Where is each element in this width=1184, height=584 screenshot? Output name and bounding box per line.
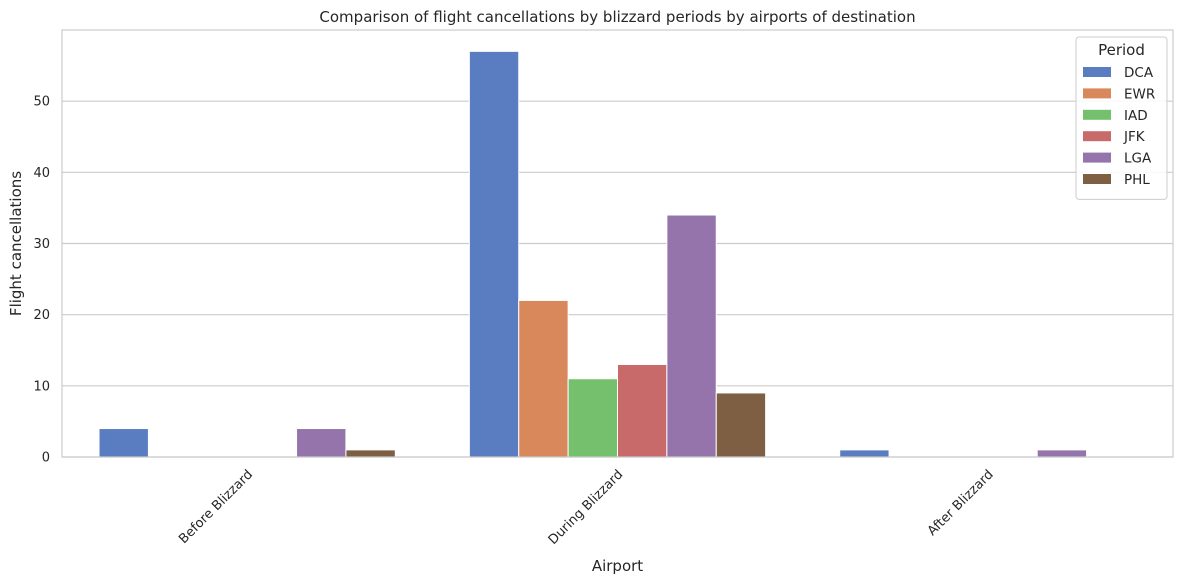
bars xyxy=(98,50,1088,458)
bar-lga-2 xyxy=(666,214,717,458)
chart-title: Comparison of flight cancellations by bl… xyxy=(319,8,915,26)
legend-swatch-dca xyxy=(1083,67,1111,77)
bar-lga-1 xyxy=(296,428,347,458)
x-axis-title: Airport xyxy=(592,557,643,575)
bar-dca-1 xyxy=(98,428,149,458)
legend-label-phl: PHL xyxy=(1124,172,1150,188)
bar-jfk-2 xyxy=(617,363,668,458)
legend-swatch-lga xyxy=(1083,152,1111,163)
bar-iad-2 xyxy=(567,378,618,458)
bar-lga-3 xyxy=(1036,449,1088,458)
bar-ewr-2 xyxy=(518,299,569,458)
legend-swatch-phl xyxy=(1083,174,1111,184)
bar-phl-1 xyxy=(345,449,396,458)
bar-dca-2 xyxy=(468,50,520,458)
legend-label-jfk: JFK xyxy=(1123,129,1146,145)
x-tick-label: After Blizzard xyxy=(925,467,997,539)
y-tick-label: 30 xyxy=(33,237,50,252)
x-tick-labels: Before Blizzard During Blizzard After Bliz… xyxy=(176,467,996,548)
legend-swatch-jfk xyxy=(1083,131,1111,142)
plot-frame xyxy=(61,29,1174,458)
legend: Period DCA EWR IAD JFK LGA PHL xyxy=(1075,36,1168,200)
x-tick-label: Before Blizzard xyxy=(176,467,256,547)
legend-label-ewr: EWR xyxy=(1124,86,1155,102)
bar-phl-2 xyxy=(715,392,767,458)
legend-label-iad: IAD xyxy=(1124,108,1148,124)
y-tick-label: 50 xyxy=(33,95,50,110)
legend-label-dca: DCA xyxy=(1124,65,1154,81)
y-tick-label: 0 xyxy=(42,451,50,466)
y-tick-label: 20 xyxy=(33,308,50,323)
y-axis-title: Flight cancellations xyxy=(7,171,25,316)
legend-swatch-iad xyxy=(1083,109,1111,120)
y-tick-labels: 0 10 20 30 40 50 xyxy=(33,95,50,466)
bar-dca-3 xyxy=(839,449,890,458)
x-tick-label: During Blizzard xyxy=(546,467,627,548)
y-tick-label: 10 xyxy=(33,379,50,394)
y-tick-label: 40 xyxy=(33,166,50,181)
legend-label-lga: LGA xyxy=(1124,151,1152,167)
legend-title: Period xyxy=(1098,41,1145,59)
legend-swatch-ewr xyxy=(1083,88,1111,99)
